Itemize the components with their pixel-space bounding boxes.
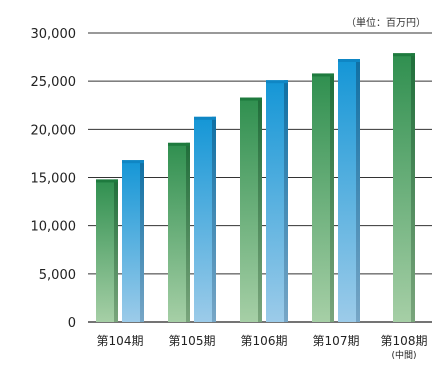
bar [240, 97, 262, 322]
bar-top [338, 59, 360, 63]
y-tick-label: 10,000 [31, 220, 77, 235]
bar-top [168, 142, 190, 146]
bar [393, 53, 415, 322]
bar [266, 80, 288, 322]
bar [96, 179, 118, 322]
bar-side [330, 73, 334, 323]
bar-side [140, 160, 144, 322]
bar-top [393, 53, 415, 57]
y-tick-label: 15,000 [31, 172, 77, 187]
bar-body [122, 160, 144, 322]
bar-top [240, 97, 262, 101]
bar-body [168, 142, 190, 322]
y-axis-ticks: 0 5,000 10,000 15,000 20,000 25,000 30,000 [31, 27, 77, 331]
bar-body [240, 97, 262, 322]
y-tick-label: 0 [68, 316, 76, 331]
bar [312, 73, 334, 323]
y-tick-label: 30,000 [31, 27, 77, 42]
bar-side [411, 53, 415, 322]
bar-side [284, 80, 288, 322]
bar-top [122, 160, 144, 164]
bar-body [266, 80, 288, 322]
bar-top [312, 73, 334, 77]
bar-side [356, 59, 360, 322]
y-tick-label: 20,000 [31, 123, 77, 138]
bar-top [194, 116, 216, 120]
bar-body [312, 73, 334, 323]
bar-side [114, 179, 118, 322]
bars [96, 53, 415, 323]
bar [338, 59, 360, 322]
bar-top [266, 80, 288, 84]
bar [168, 142, 190, 322]
x-tick-note: (中間) [391, 349, 416, 361]
bar-body [194, 116, 216, 322]
bar-side [186, 142, 190, 322]
bar [194, 116, 216, 322]
x-tick-label: 第106期 [241, 334, 288, 348]
bar-side [258, 97, 262, 322]
y-tick-label: 5,000 [39, 268, 76, 283]
x-axis-ticks: 第104期 第105期 第106期 第107期 第108期(中間) [97, 334, 428, 361]
bar-side [212, 116, 216, 322]
y-tick-label: 25,000 [31, 75, 77, 90]
x-tick-label: 第107期 [313, 334, 360, 348]
bar-body [393, 53, 415, 322]
bar-body [96, 179, 118, 322]
bar [122, 160, 144, 322]
x-tick-label: 第104期 [97, 334, 144, 348]
bar-body [338, 59, 360, 322]
x-tick-label: 第105期 [169, 334, 216, 348]
x-tick-label: 第108期 [381, 334, 428, 348]
bar-top [96, 179, 118, 183]
unit-label: （単位：百万円） [346, 18, 426, 29]
